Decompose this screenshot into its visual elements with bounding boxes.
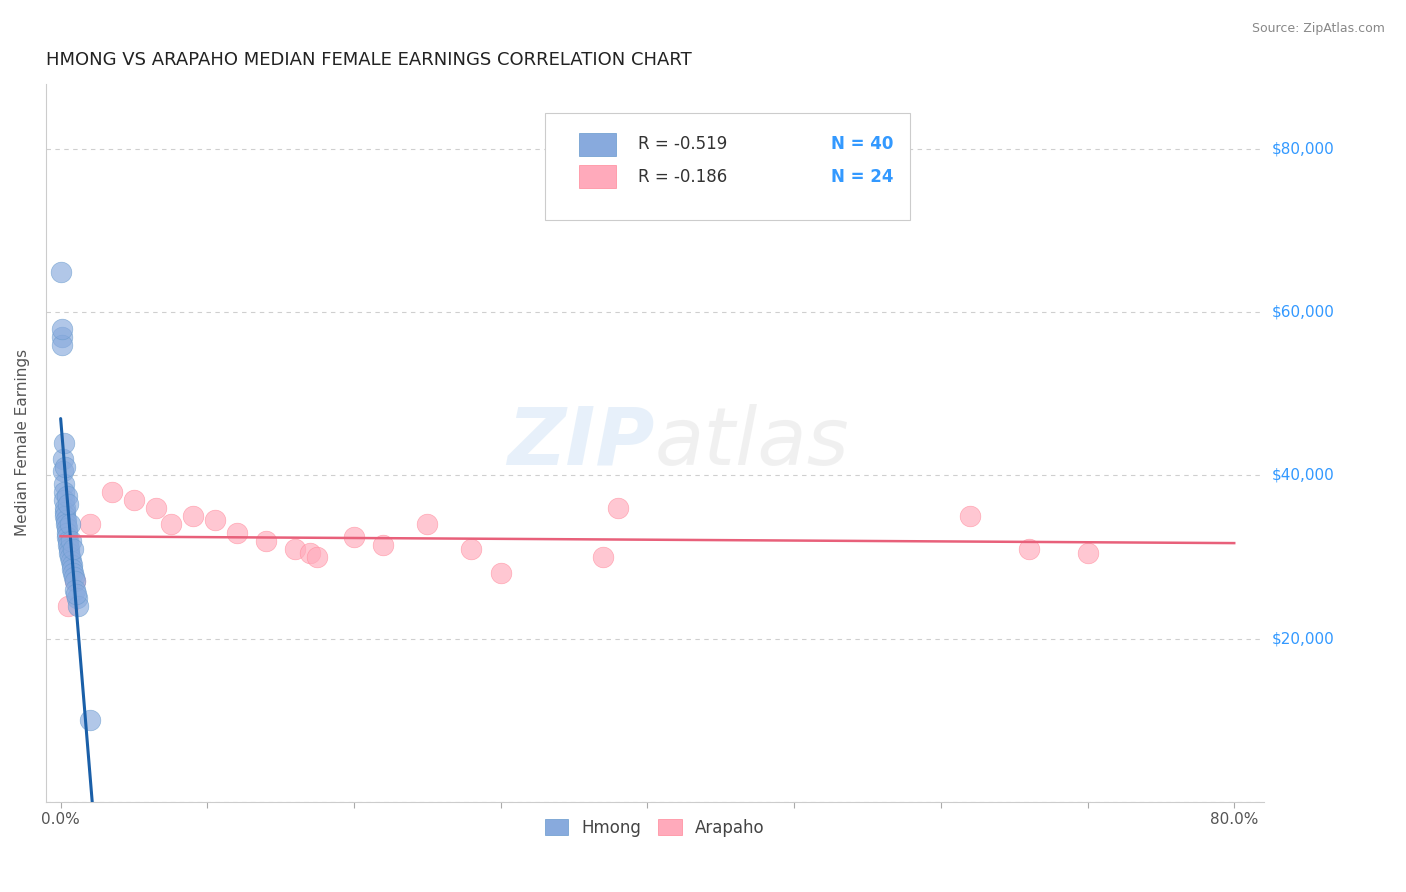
Text: R = -0.519: R = -0.519 <box>638 136 727 153</box>
Point <box>159 517 181 532</box>
Point <box>56 525 79 540</box>
Point <box>51 265 73 279</box>
Point <box>299 546 322 560</box>
FancyBboxPatch shape <box>546 112 911 220</box>
Text: atlas: atlas <box>655 404 849 482</box>
Text: $60,000: $60,000 <box>1272 305 1334 320</box>
Point <box>79 713 101 727</box>
Point <box>607 501 630 516</box>
Point <box>181 509 204 524</box>
FancyBboxPatch shape <box>579 165 616 188</box>
Point <box>58 497 80 511</box>
Point <box>416 517 439 532</box>
Point <box>52 464 75 478</box>
Text: $80,000: $80,000 <box>1272 142 1334 157</box>
Point <box>63 574 86 589</box>
Point <box>55 513 77 527</box>
Text: ZIP: ZIP <box>508 404 655 482</box>
Text: N = 40: N = 40 <box>831 136 894 153</box>
Point <box>56 538 79 552</box>
Point <box>307 549 329 564</box>
Text: R = -0.186: R = -0.186 <box>638 168 727 186</box>
Point <box>51 338 73 352</box>
Point <box>51 322 73 336</box>
Y-axis label: Median Female Earnings: Median Female Earnings <box>15 350 30 536</box>
Point <box>592 549 614 564</box>
Point <box>53 492 76 507</box>
Text: $40,000: $40,000 <box>1272 468 1334 483</box>
Point <box>1018 541 1040 556</box>
Point <box>122 492 145 507</box>
Point <box>55 460 77 475</box>
Point <box>59 517 82 532</box>
Legend: Hmong, Arapaho: Hmong, Arapaho <box>538 812 770 844</box>
Point <box>62 566 84 581</box>
Point <box>959 509 981 524</box>
Point <box>204 513 226 527</box>
Point <box>53 435 76 450</box>
Point <box>58 546 80 560</box>
Point <box>59 554 82 568</box>
Point <box>62 541 84 556</box>
Point <box>1076 546 1098 560</box>
Point <box>343 530 366 544</box>
Point <box>225 525 247 540</box>
Point <box>67 599 90 613</box>
Point <box>145 501 167 516</box>
Point <box>63 570 86 584</box>
Point <box>56 530 79 544</box>
Point <box>60 558 83 573</box>
Point <box>60 562 83 576</box>
Text: Source: ZipAtlas.com: Source: ZipAtlas.com <box>1251 22 1385 36</box>
Point <box>52 476 75 491</box>
Point <box>56 599 79 613</box>
Point <box>65 574 87 589</box>
Point <box>254 533 277 548</box>
Point <box>489 566 512 581</box>
Point <box>56 489 79 503</box>
Text: $20,000: $20,000 <box>1272 631 1334 646</box>
Point <box>53 501 76 516</box>
Point <box>56 533 79 548</box>
Point <box>66 591 89 605</box>
Point <box>65 582 87 597</box>
Point <box>53 505 76 519</box>
Point <box>55 521 77 535</box>
Point <box>460 541 482 556</box>
Point <box>52 452 75 467</box>
Point <box>58 541 80 556</box>
Point <box>59 549 82 564</box>
Point <box>284 541 307 556</box>
Point <box>55 517 77 532</box>
Text: N = 24: N = 24 <box>831 168 894 186</box>
Point <box>51 330 73 344</box>
Point <box>52 484 75 499</box>
Point <box>101 484 124 499</box>
Text: HMONG VS ARAPAHO MEDIAN FEMALE EARNINGS CORRELATION CHART: HMONG VS ARAPAHO MEDIAN FEMALE EARNINGS … <box>46 51 692 69</box>
Point <box>60 533 83 548</box>
Point <box>53 509 76 524</box>
Point <box>373 538 395 552</box>
Point <box>65 587 87 601</box>
FancyBboxPatch shape <box>579 133 616 156</box>
Point <box>79 517 101 532</box>
